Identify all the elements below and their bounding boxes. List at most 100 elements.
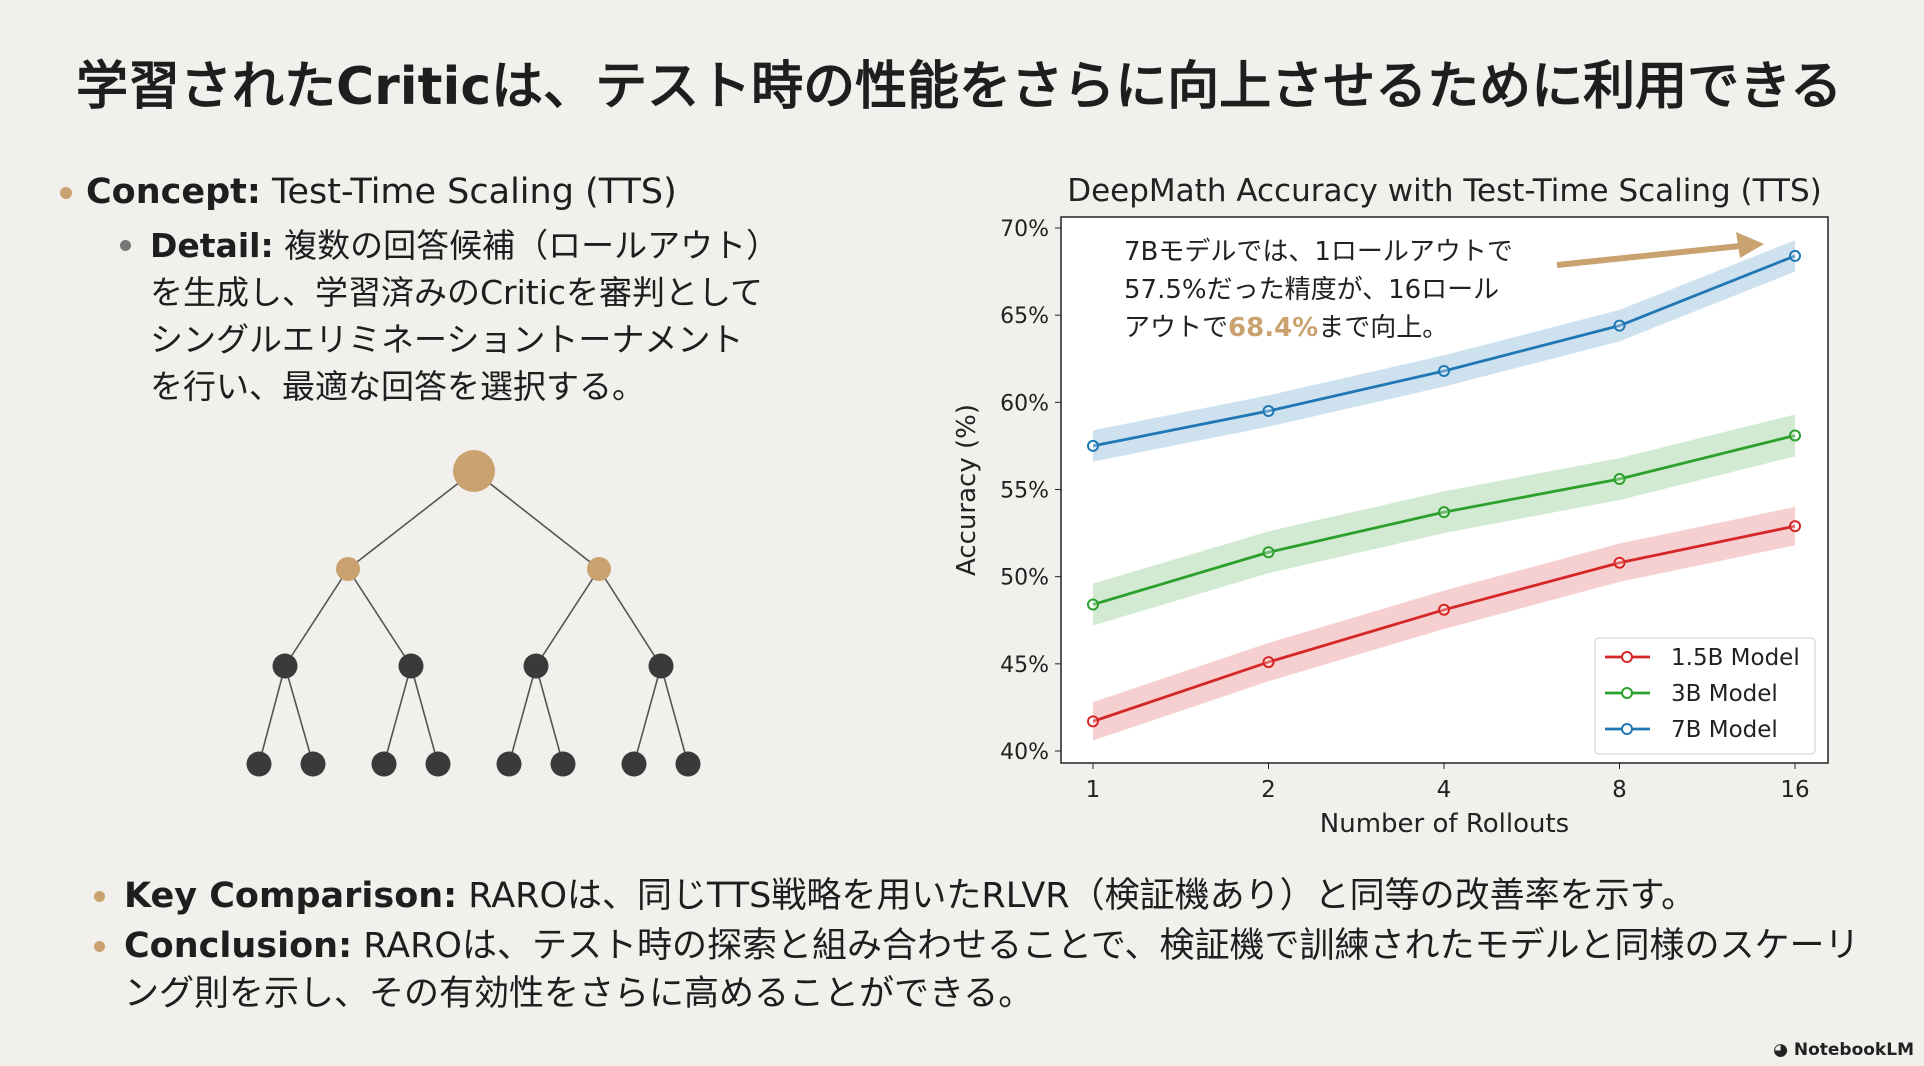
conclusion-bullet: Conclusion: RAROは、テスト時の探索と組み合わせることで、検証機で… [94, 922, 1874, 1018]
data-point [1087, 439, 1099, 452]
data-point [1789, 429, 1801, 442]
tree-edge [535, 568, 600, 667]
series-line [1092, 254, 1796, 448]
series-line [1092, 524, 1796, 723]
tree-root-node [453, 450, 495, 492]
tree-leaf-node [621, 751, 647, 777]
tree-node [523, 653, 549, 679]
y-tick-label: 55% [1000, 479, 1049, 504]
annotation-text: 7Bモデルでは、1ロールアウトで [1124, 237, 1513, 267]
conclusion-label: Conclusion: [124, 926, 353, 966]
data-point [1087, 598, 1099, 611]
tree-edge [473, 470, 600, 570]
x-tick-label: 4 [1437, 777, 1452, 803]
tree-leaf-node [425, 751, 451, 777]
data-point [1613, 473, 1626, 486]
tournament-tree-diagram [246, 450, 701, 777]
arrow-head-icon [1736, 232, 1764, 258]
data-point [1262, 656, 1275, 669]
data-point [1087, 715, 1099, 728]
tree-leaf-node [246, 751, 272, 777]
accuracy-chart: DeepMath Accuracy with Test-Time Scaling… [952, 173, 1829, 839]
data-point [1438, 603, 1450, 616]
data-point [1613, 556, 1626, 569]
tree-node [398, 653, 424, 679]
x-tick-label: 8 [1612, 777, 1627, 803]
tree-node [648, 653, 674, 679]
y-axis-label: Accuracy (%) [952, 404, 982, 576]
y-tick-label: 70% [1000, 217, 1049, 242]
tree-edge [284, 665, 314, 765]
tree-leaf-node [496, 751, 522, 777]
legend-marker [1621, 687, 1633, 699]
legend-marker [1621, 723, 1633, 735]
y-tick-label: 65% [1000, 304, 1049, 329]
x-tick-label: 2 [1261, 777, 1276, 803]
y-tick-label: 40% [1000, 740, 1049, 765]
annotation-text: アウトで68.4%まで向上。 [1124, 313, 1448, 343]
data-point [1613, 319, 1626, 332]
tree-semifinal-node [587, 557, 611, 581]
data-point [1262, 546, 1275, 559]
bullet-dot [94, 891, 105, 902]
concept-label: Concept: [86, 172, 261, 212]
tree-edge [633, 665, 662, 765]
data-point [1438, 364, 1450, 377]
tree-edge [598, 568, 662, 667]
bullet-dot [60, 187, 72, 199]
y-tick-label: 60% [1000, 391, 1049, 416]
tree-node [272, 653, 298, 679]
bullet-dot [94, 941, 105, 952]
series-line [1092, 434, 1796, 606]
chart-title: DeepMath Accuracy with Test-Time Scaling… [1067, 173, 1822, 209]
detail-bullet: Detail: 複数の回答候補（ロールアウト）を生成し、学習済みのCriticを… [120, 222, 920, 410]
y-tick-label: 45% [1000, 653, 1049, 678]
legend-label: 1.5B Model [1671, 645, 1800, 671]
conclusion-text: RAROは、テスト時の探索と組み合わせることで、検証機で訓練されたモデルと同様の… [124, 926, 1860, 1014]
tree-leaf-node [300, 751, 326, 777]
tree-edge [347, 568, 412, 667]
key-comparison-bullet: Key Comparison: RAROは、同じTTS戦略を用いたRLVR（検証… [94, 872, 1874, 920]
annotation-highlight: 68.4% [1228, 313, 1318, 343]
tree-edge [508, 665, 537, 765]
page-title: 学習されたCriticは、テスト時の性能をさらに向上させるために利用できる [76, 57, 1843, 117]
annotation-text: アウトで [1124, 313, 1228, 343]
concept-text: Test-Time Scaling (TTS) [260, 172, 677, 212]
y-tick-label: 50% [1000, 566, 1049, 591]
tree-leaf-node [550, 751, 576, 777]
concept-bullet: Concept: Test-Time Scaling (TTS) [60, 172, 677, 212]
tree-leaf-node [675, 751, 701, 777]
annotation-text: まで向上。 [1318, 313, 1448, 343]
detail-label: Detail: [150, 226, 274, 265]
confidence-band [1093, 414, 1795, 626]
legend-box [1594, 637, 1816, 755]
annotation-arrow [1556, 243, 1741, 268]
data-point [1789, 249, 1801, 262]
tree-edge [660, 665, 689, 765]
x-tick-label: 1 [1086, 777, 1101, 803]
data-point [1438, 506, 1450, 519]
x-axis-label: Number of Rollouts [1320, 809, 1569, 839]
tree-edge [284, 568, 349, 667]
tree-semifinal-node [336, 557, 360, 581]
tree-edge [535, 665, 564, 765]
tree-leaf-node [371, 751, 397, 777]
tree-edge [410, 665, 439, 765]
branding-text: NotebookLM [1793, 1040, 1914, 1060]
key-comparison-label: Key Comparison: [124, 876, 458, 916]
notebooklm-branding: ◕ NotebookLM [1773, 1040, 1914, 1060]
legend-label: 7B Model [1671, 717, 1778, 743]
detail-text: 複数の回答候補（ロールアウト）を生成し、学習済みのCriticを審判としてシング… [150, 226, 764, 406]
legend-marker [1621, 651, 1633, 663]
data-point [1789, 520, 1801, 533]
confidence-band [1093, 506, 1795, 741]
bullet-dot [120, 240, 131, 251]
data-point [1262, 405, 1275, 418]
annotation-text: 57.5%だった精度が、16ロール [1124, 275, 1499, 305]
notebooklm-icon: ◕ [1773, 1040, 1794, 1060]
key-comparison-text: RAROは、同じTTS戦略を用いたRLVR（検証機あり）と同等の改善率を示す。 [457, 876, 1697, 916]
x-tick-label: 16 [1780, 777, 1809, 803]
tree-edge [347, 470, 475, 570]
tree-edge [258, 665, 286, 765]
legend-label: 3B Model [1671, 681, 1778, 707]
